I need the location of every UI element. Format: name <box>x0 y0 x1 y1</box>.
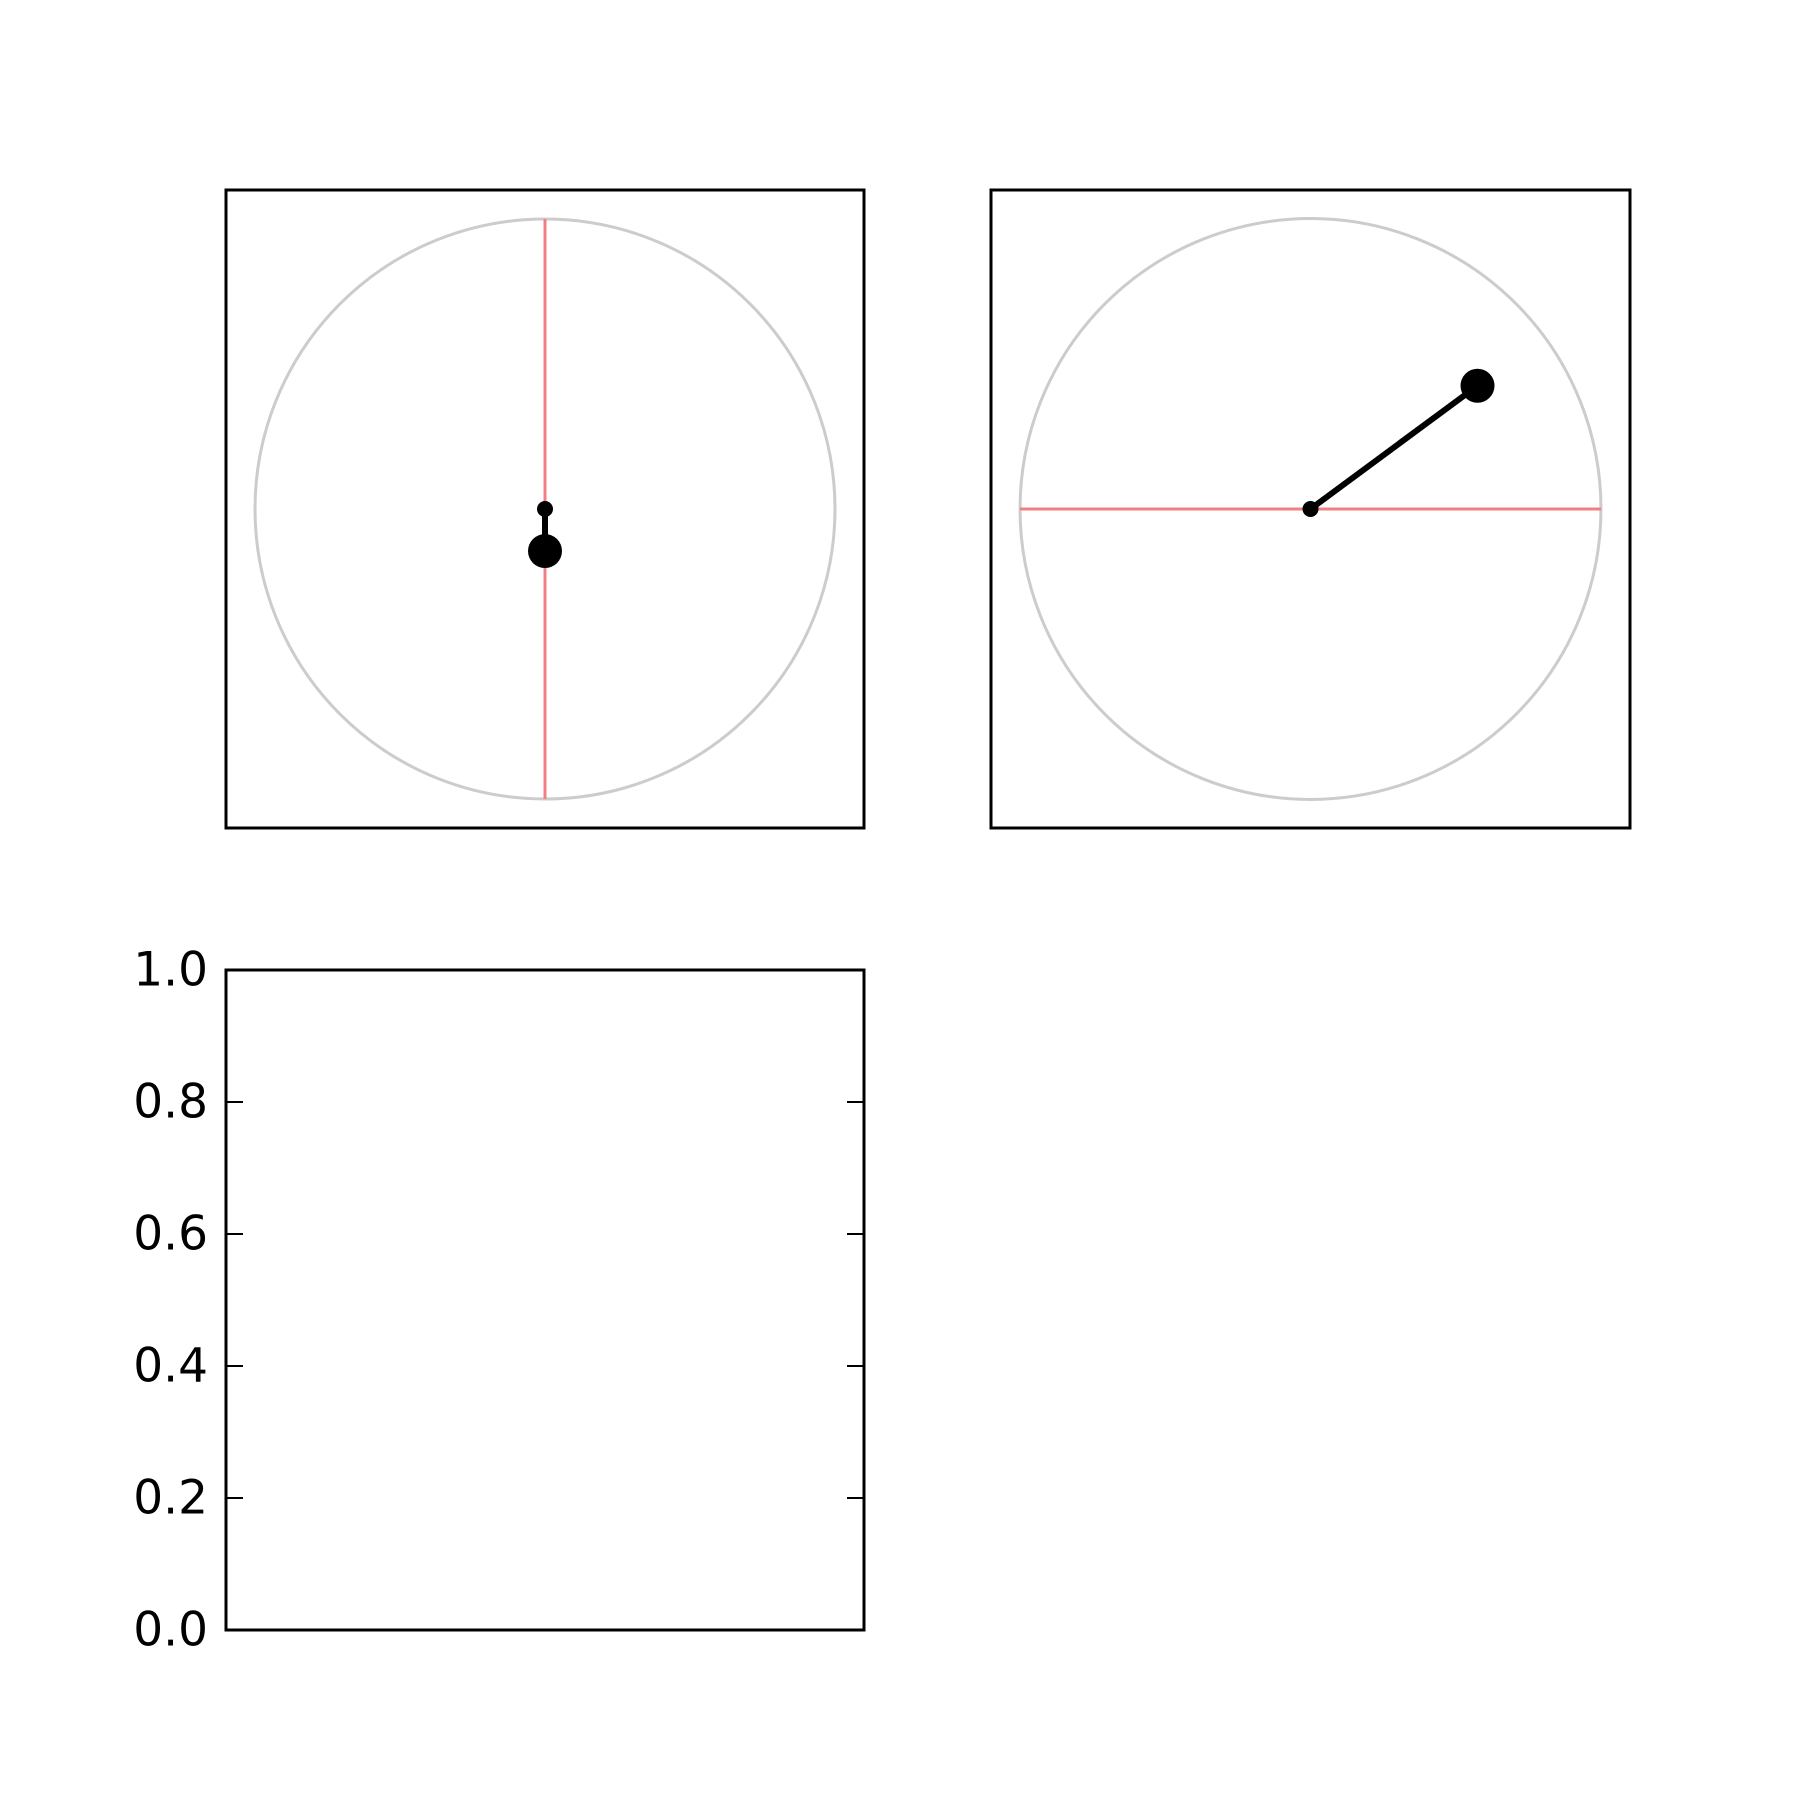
axes-frame <box>989 188 1632 830</box>
y-tick-label: 0.4 <box>133 1339 208 1394</box>
y-tick-label: 0.6 <box>133 1207 208 1262</box>
panel-3: 0.0 0.2 0.4 0.6 0.8 1.0 <box>133 943 866 1658</box>
y-tick-label: 0.0 <box>133 1603 208 1658</box>
axes-frame <box>224 188 866 830</box>
bob-point <box>528 534 562 569</box>
pendulum-arm <box>1307 382 1481 512</box>
axes-frame <box>224 968 866 1632</box>
pivot-point <box>1302 501 1319 517</box>
pivot-point <box>537 501 553 517</box>
panel-2 <box>989 188 1632 830</box>
panel-1 <box>224 188 866 830</box>
y-tick-label: 1.0 <box>133 943 208 998</box>
y-tick-label: 0.2 <box>133 1471 208 1526</box>
bob-point <box>1460 368 1495 403</box>
y-tick-label: 0.8 <box>133 1075 208 1130</box>
